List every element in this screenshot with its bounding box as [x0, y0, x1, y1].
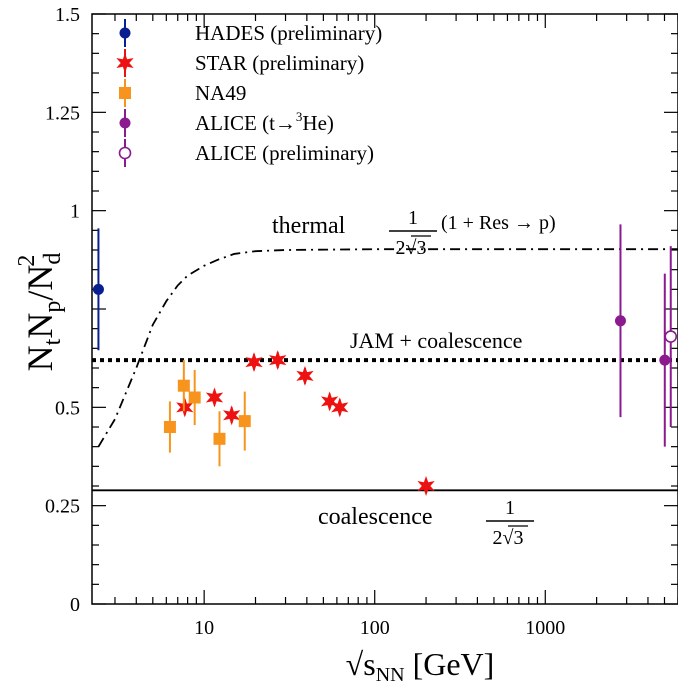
alice-t-he-point	[614, 315, 626, 327]
na49-point	[177, 379, 190, 392]
star-preliminary-point	[417, 476, 435, 496]
star-preliminary-series	[176, 350, 435, 496]
alice-preliminary-series	[664, 246, 678, 427]
legend-label: STAR (preliminary)	[195, 51, 364, 75]
legend-item-star-preliminary: STAR (preliminary)	[116, 49, 364, 77]
legend-item-alice-preliminary: ALICE (preliminary)	[118, 139, 374, 167]
hades-preliminary-point	[92, 283, 104, 295]
axis-labels: √sNN [GeV] NtNp/Nd2	[14, 253, 494, 686]
fraction-numerator: 1	[408, 207, 418, 229]
thermal-fraction: 12√3	[389, 207, 437, 259]
thermal-formula-suffix: (1 + Res → p)	[441, 212, 556, 234]
legend-marker	[119, 27, 131, 39]
reference-labels: thermal 12√3(1 + Res → p)JAM + coalescenc…	[272, 207, 556, 549]
y-tick-label: 1.5	[55, 4, 80, 26]
legend-item-hades-preliminary: HADES (preliminary)	[119, 19, 382, 47]
y-tick-label: 1	[70, 201, 80, 223]
legend-label: NA49	[195, 81, 246, 105]
alice-preliminary-point	[664, 330, 678, 343]
legend-label: HADES (preliminary)	[195, 21, 382, 45]
legend-label: ALICE (t→3He)	[195, 109, 334, 135]
x-tick-label: 10	[194, 617, 214, 639]
star-preliminary-point	[223, 405, 241, 426]
legend-marker	[119, 117, 131, 129]
x-tick-label: 1000	[525, 617, 565, 639]
star-preliminary-point	[320, 391, 339, 412]
legend-marker	[118, 146, 132, 160]
star-preliminary-point	[331, 397, 349, 418]
star-preliminary-point	[269, 350, 287, 371]
legend-item-na49: NA49	[119, 79, 246, 107]
na49-point	[163, 421, 176, 433]
fraction-numerator: 1	[505, 497, 515, 519]
y-tick-label: 0	[70, 594, 80, 616]
y-tick-label: 1.25	[45, 102, 80, 124]
thermal-label: thermal	[272, 213, 346, 239]
data-series	[92, 224, 678, 496]
y-tick-label: 0.5	[55, 397, 80, 419]
legend-item-alice-t-he: ALICE (t→3He)	[119, 109, 334, 137]
na49-point	[238, 415, 251, 428]
fraction-denominator: 2√3	[493, 527, 524, 549]
axes: 10 100 1000 0 0.25 0.5 1 1.25 1.5	[45, 4, 678, 639]
alice-t-he-point	[659, 354, 671, 366]
star-preliminary-point	[205, 387, 224, 408]
x-tick-label: 100	[360, 617, 390, 639]
na49-point	[213, 432, 226, 445]
alice-t-he-series	[614, 224, 671, 447]
legend-marker	[116, 53, 134, 73]
star-preliminary-point	[296, 365, 314, 386]
hades-preliminary-series	[92, 228, 104, 351]
x-axis-label: √sNN [GeV]	[346, 646, 495, 686]
jam-coalescence-label: JAM + coalescence	[350, 328, 522, 353]
y-tick-label: 0.25	[45, 496, 80, 518]
coalescence-fraction: 12√3	[486, 497, 534, 549]
legend: HADES (preliminary) STAR (preliminary) NA4…	[116, 19, 382, 167]
coalescence-label: coalescence	[318, 504, 433, 530]
y-axis-label: NtNp/Nd2	[14, 253, 66, 372]
legend-marker	[119, 87, 131, 99]
fraction-denominator: 2√3	[396, 237, 427, 259]
star-preliminary-point	[245, 352, 263, 373]
na49-series	[163, 360, 251, 467]
thermal-line	[97, 248, 678, 448]
na49-point	[188, 391, 201, 404]
legend-label: ALICE (preliminary)	[195, 141, 374, 165]
reference-lines	[92, 248, 678, 492]
